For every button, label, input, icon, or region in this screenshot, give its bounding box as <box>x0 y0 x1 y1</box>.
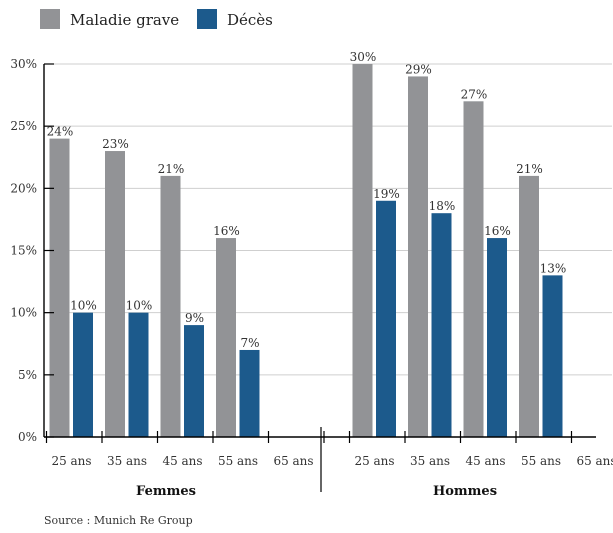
x-tick-label: 65 ans <box>576 454 613 468</box>
x-tick-label: 55 ans <box>521 454 561 468</box>
bar-deces <box>431 213 452 437</box>
data-label: 27% <box>461 87 488 101</box>
bar-maladie-grave <box>49 138 70 437</box>
bar-deces <box>542 275 563 437</box>
y-tick-label: 0% <box>18 430 37 444</box>
bar-deces <box>73 312 93 437</box>
y-tick-label: 25% <box>10 119 37 133</box>
bar-maladie-grave <box>352 64 373 437</box>
data-label: 16% <box>484 224 511 238</box>
bar-deces <box>184 325 204 437</box>
data-label: 21% <box>158 162 185 176</box>
data-label: 29% <box>405 62 432 76</box>
legend-swatch <box>197 9 217 29</box>
x-tick-label: 65 ans <box>273 454 313 468</box>
bar-maladie-grave <box>408 76 428 437</box>
data-label: 19% <box>373 187 400 201</box>
y-tick-label: 10% <box>10 306 37 320</box>
legend-label: Décès <box>227 11 273 29</box>
legend-swatch <box>40 9 60 29</box>
group-label-hommes: Hommes <box>433 484 497 499</box>
bar-maladie-grave <box>519 175 539 437</box>
data-label: 24% <box>47 125 74 139</box>
data-label: 10% <box>70 299 97 313</box>
bar-deces <box>239 349 260 437</box>
y-tick-label: 20% <box>10 181 37 195</box>
data-label: 9% <box>185 311 204 325</box>
axes <box>43 63 596 492</box>
x-tick-label: 35 ans <box>107 454 147 468</box>
y-tick-label: 30% <box>10 57 37 71</box>
x-tick-label: 55 ans <box>218 454 258 468</box>
x-tick-label: 25 ans <box>354 454 394 468</box>
data-label: 13% <box>540 261 567 275</box>
bar-maladie-grave <box>463 101 484 438</box>
bars <box>49 64 563 438</box>
bar-deces <box>376 200 396 437</box>
x-tick-label: 45 ans <box>465 454 505 468</box>
data-label: 10% <box>126 299 153 313</box>
bar-deces <box>487 238 507 437</box>
bar-maladie-grave <box>216 238 236 437</box>
data-label: 18% <box>429 199 456 213</box>
source-note: Source : Munich Re Group <box>44 514 193 527</box>
bar-deces <box>128 312 149 437</box>
labels: 0% 5% 10% 15% 20% 25% 30% 25 ans 24% 10% 35 ans 23%… <box>10 50 613 499</box>
data-label: 21% <box>516 162 543 176</box>
x-tick-label: 35 ans <box>410 454 450 468</box>
data-label: 16% <box>213 224 240 238</box>
data-label: 23% <box>102 137 129 151</box>
group-label-femmes: Femmes <box>136 484 196 499</box>
data-label: 30% <box>350 50 377 64</box>
bar-maladie-grave <box>160 175 181 437</box>
x-tick-label: 45 ans <box>162 454 202 468</box>
x-tick-label: 25 ans <box>51 454 91 468</box>
bar-maladie-grave <box>105 151 125 438</box>
legend: Maladie grave Décès <box>40 9 273 29</box>
data-label: 7% <box>240 336 259 350</box>
y-tick-label: 15% <box>10 244 37 258</box>
y-tick-label: 5% <box>18 368 37 382</box>
legend-label: Maladie grave <box>70 11 179 29</box>
